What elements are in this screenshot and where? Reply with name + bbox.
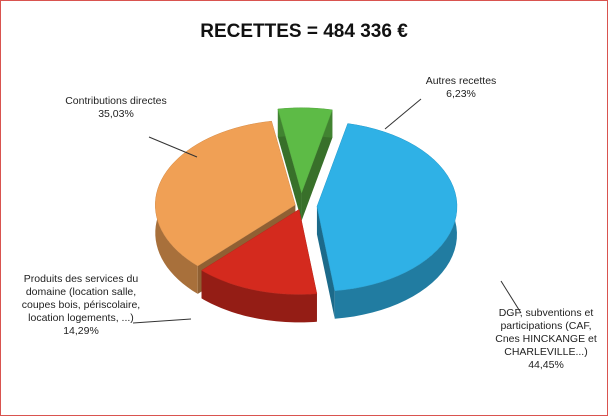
slice-wall: [301, 109, 333, 221]
leader-line: [132, 318, 192, 324]
value-label: 14,29%: [63, 325, 99, 337]
leader-line: [384, 98, 422, 130]
chart-title: RECETTES = 484 336 €: [200, 21, 408, 42]
leader-line: [148, 136, 198, 158]
data-label: Autres recettes 6,23%: [401, 75, 521, 101]
slice-wall: [277, 109, 302, 221]
category-label: DGF, subventions et participations (CAF,…: [495, 307, 597, 358]
slice-side: [201, 270, 317, 323]
value-label: 44,45%: [528, 359, 564, 371]
category-label: Contributions directes: [65, 95, 167, 107]
data-label: DGF, subventions et participations (CAF,…: [491, 307, 601, 372]
slice-wall: [316, 206, 335, 319]
value-label: 35,03%: [98, 108, 134, 120]
slice-top: [201, 209, 318, 295]
slice: [201, 209, 318, 323]
slice-top: [155, 120, 296, 267]
data-label: Produits des services du domaine (locati…: [21, 273, 141, 338]
leader-line: [500, 280, 522, 314]
category-label: Produits des services du domaine (locati…: [21, 273, 141, 324]
slice: [277, 107, 333, 221]
slice: [316, 123, 458, 319]
data-label: Contributions directes 35,03%: [61, 95, 171, 121]
value-label: 6,23%: [446, 88, 476, 100]
slice-top: [277, 107, 333, 194]
category-label: Autres recettes: [425, 75, 497, 87]
slice-top: [316, 123, 458, 292]
